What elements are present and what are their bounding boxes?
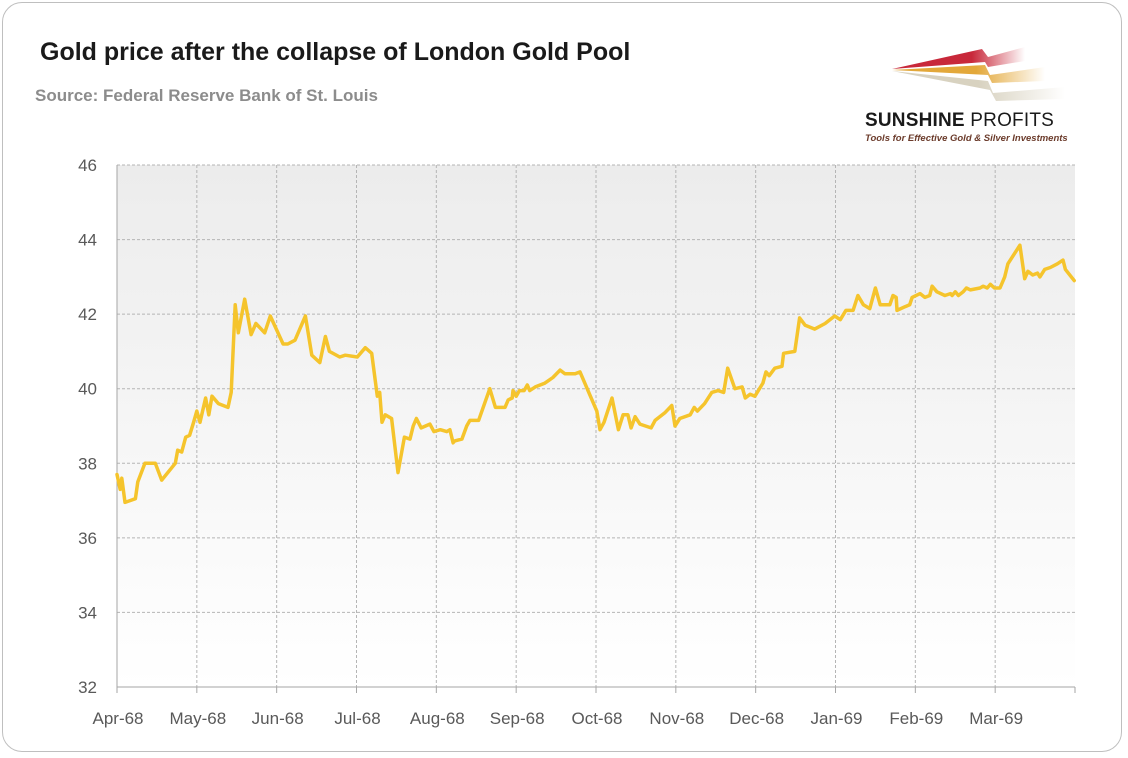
y-tick-label: 42 xyxy=(78,305,97,324)
logo-name: SUNSHINE PROFITS xyxy=(865,110,1054,132)
chart-title: Gold price after the collapse of London … xyxy=(40,38,631,66)
y-tick-label: 46 xyxy=(78,156,97,175)
x-tick-label: Aug-68 xyxy=(410,709,465,728)
logo-tagline: Tools for Effective Gold & Silver Invest… xyxy=(865,133,1068,144)
y-tick-label: 40 xyxy=(78,380,97,399)
x-tick-label: May-68 xyxy=(169,709,226,728)
y-tick-label: 36 xyxy=(78,529,97,548)
x-tick-label: Oct-68 xyxy=(571,709,622,728)
x-tick-label: Apr-68 xyxy=(92,709,143,728)
chart-source: Source: Federal Reserve Bank of St. Loui… xyxy=(35,86,378,105)
logo-name-thin: PROFITS xyxy=(970,110,1055,131)
x-tick-label: Jun-68 xyxy=(252,709,304,728)
x-tick-label: Mar-69 xyxy=(969,709,1023,728)
x-tick-label: Jul-68 xyxy=(334,709,380,728)
x-tick-label: Nov-68 xyxy=(649,709,704,728)
y-tick-label: 32 xyxy=(78,678,97,697)
x-tick-label: Dec-68 xyxy=(729,709,784,728)
x-tick-label: Feb-69 xyxy=(889,709,943,728)
sunshine-profits-logo: SUNSHINE PROFITS Tools for Effective Gol… xyxy=(850,35,1090,150)
y-tick-label: 34 xyxy=(78,603,97,622)
y-tick-label: 38 xyxy=(78,454,97,473)
logo-rays-icon xyxy=(892,47,1065,101)
y-tick-label: 44 xyxy=(78,231,97,250)
x-tick-label: Jan-69 xyxy=(811,709,863,728)
gold-price-line xyxy=(115,243,1076,505)
logo-name-bold: SUNSHINE xyxy=(865,110,965,131)
x-tick-label: Sep-68 xyxy=(490,709,545,728)
